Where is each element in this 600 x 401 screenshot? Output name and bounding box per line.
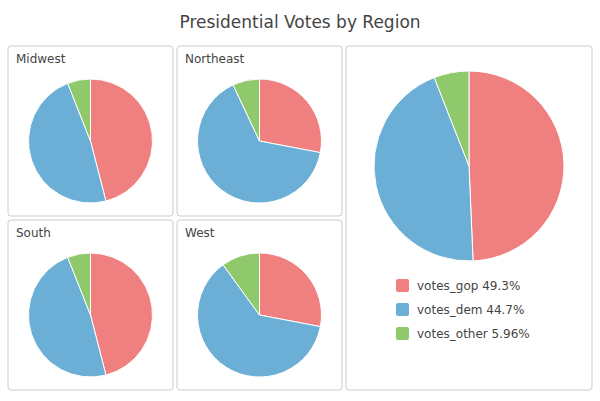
pie (198, 253, 322, 377)
pie-slice (469, 71, 564, 261)
pie (197, 79, 321, 203)
pie-slice (28, 257, 105, 377)
panel (177, 220, 342, 390)
chart: Midwest Northeast South West Presidential Vo… (0, 0, 600, 401)
panel-title: South (16, 226, 51, 240)
pie-slice (68, 79, 91, 141)
pie-slice (223, 253, 259, 315)
pie-slice (29, 83, 106, 203)
pie-slice (260, 253, 322, 327)
legend-label: votes_gop 49.3% (417, 279, 520, 293)
pie-slice (260, 79, 322, 153)
panel-title: West (185, 226, 215, 240)
pie (374, 71, 564, 261)
pie-slice (434, 71, 469, 166)
pie-slice (68, 253, 91, 315)
legend-label: votes_other 5.96% (417, 327, 530, 341)
panel (346, 46, 592, 390)
panel (177, 46, 342, 216)
pie (29, 79, 153, 203)
legend-label: votes_dem 44.7% (417, 303, 524, 317)
panel (8, 220, 173, 390)
legend-swatch (396, 303, 409, 316)
title: Presidential Votes by Region (179, 12, 420, 32)
panel-title: Midwest (16, 52, 66, 66)
legend-swatch (396, 279, 409, 292)
panel-title: Northeast (185, 52, 245, 66)
panel (8, 46, 173, 216)
pie (28, 253, 152, 377)
legend: votes_gop 49.3% votes_dem 44.7% votes_othe… (396, 279, 530, 341)
pie-slice (233, 79, 259, 141)
legend-swatch (396, 327, 409, 340)
